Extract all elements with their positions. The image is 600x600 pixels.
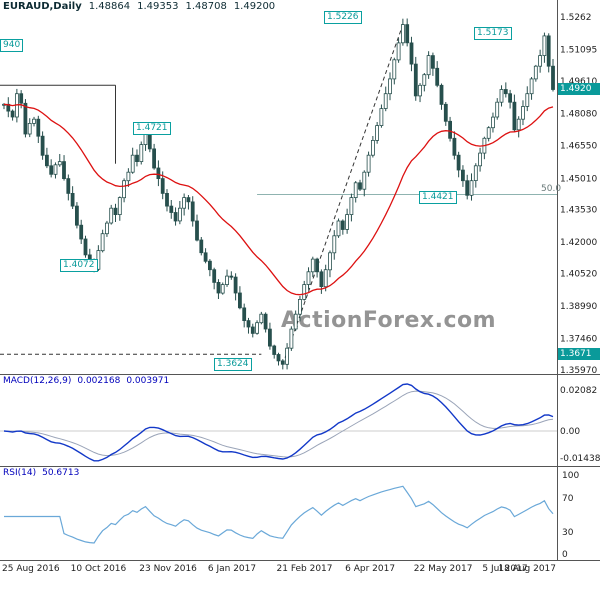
svg-text:1.43530: 1.43530 [560, 206, 597, 216]
svg-text:0: 0 [562, 550, 568, 560]
open-value: 1.48864 [88, 1, 131, 12]
svg-text:6 Apr 2017: 6 Apr 2017 [345, 564, 395, 574]
svg-text:1.49610: 1.49610 [560, 77, 597, 87]
svg-text:70: 70 [562, 494, 574, 504]
svg-text:1.48080: 1.48080 [560, 109, 597, 119]
svg-text:0.00: 0.00 [560, 427, 580, 437]
macd-signal-line [3, 390, 554, 458]
moving-average-line [3, 103, 554, 296]
svg-text:1.46550: 1.46550 [560, 142, 597, 152]
svg-text:1.42000: 1.42000 [560, 238, 597, 248]
svg-text:1.5262: 1.5262 [560, 13, 592, 23]
svg-text:0.02082: 0.02082 [560, 386, 597, 396]
svg-text:1.37460: 1.37460 [560, 334, 597, 344]
svg-text:6 Jan 2017: 6 Jan 2017 [208, 564, 256, 574]
rsi-label: RSI(14) [3, 468, 37, 478]
rsi-title: RSI(14) 50.6713 [3, 468, 79, 478]
svg-text:1.35970: 1.35970 [560, 366, 597, 376]
svg-text:100: 100 [562, 471, 579, 481]
close-value: 1.49200 [233, 1, 276, 12]
price-axis-labels: 1.5262 1.51095 1.49610 1.48080 1.46550 1.4501… [560, 13, 597, 376]
svg-text:1.45010: 1.45010 [560, 174, 597, 184]
svg-text:-0.01438: -0.01438 [560, 454, 600, 464]
svg-text:25 Aug 2016: 25 Aug 2016 [2, 564, 60, 574]
svg-text:30: 30 [562, 528, 574, 538]
svg-text:10 Oct 2016: 10 Oct 2016 [71, 564, 127, 574]
svg-text:21 Feb 2017: 21 Feb 2017 [277, 564, 333, 574]
macd-label: MACD(12,26,9) [3, 376, 72, 386]
rsi-line [4, 485, 554, 544]
date-axis-labels: 25 Aug 2016 10 Oct 2016 23 Nov 2016 6 Jan 2… [2, 564, 556, 574]
svg-text:22 May 2017: 22 May 2017 [414, 564, 473, 574]
candles [2, 18, 555, 370]
chart-title: EURAUD,Daily 1.48864 1.49353 1.48708 1.4… [3, 1, 275, 12]
annotation-lines [0, 24, 557, 365]
svg-text:1.51095: 1.51095 [560, 45, 597, 55]
svg-text:23 Nov 2016: 23 Nov 2016 [139, 564, 197, 574]
watermark: ActionForex.com [281, 308, 497, 333]
rsi-value: 50.6713 [42, 468, 80, 478]
fib-level-label: 50.0 [541, 184, 561, 194]
macd-value: 0.002168 [77, 376, 121, 386]
svg-text:1.40520: 1.40520 [560, 270, 597, 280]
rsi-axis-labels: 100 70 30 0 [562, 471, 579, 560]
high-value: 1.49353 [137, 1, 179, 12]
low-value: 1.48708 [185, 1, 227, 12]
svg-text:18 Aug 2017: 18 Aug 2017 [498, 564, 556, 574]
symbol-label: EURAUD,Daily [3, 1, 82, 12]
svg-text:1.38990: 1.38990 [560, 302, 597, 312]
svg-text:5 Jul 2017: 5 Jul 2017 [482, 564, 527, 574]
macd-line [3, 383, 554, 462]
macd-axis-labels: 0.02082 0.00 -0.01438 [560, 386, 600, 464]
macd-title: MACD(12,26,9) 0.002168 0.003971 [3, 376, 169, 386]
macd-signal-value: 0.003971 [126, 376, 170, 386]
